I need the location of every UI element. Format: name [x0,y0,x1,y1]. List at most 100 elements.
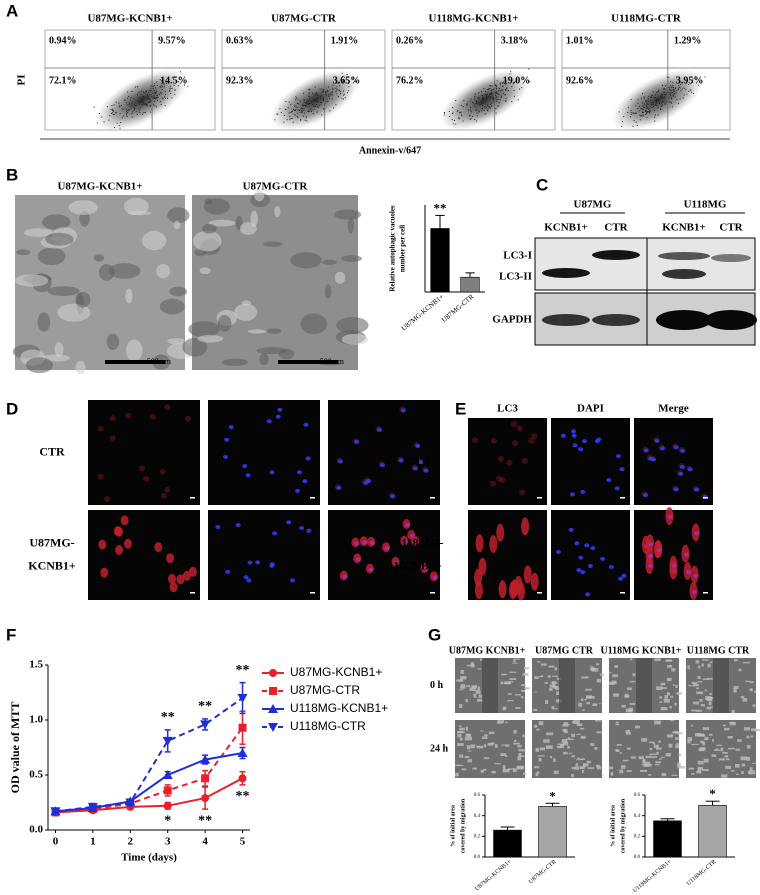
cell-texture [731,722,735,724]
cell-dot [142,101,144,103]
cell-dot [642,93,644,95]
panel-letter: G [428,625,441,644]
cell-dot [487,105,489,107]
cell-dot [322,99,324,101]
band-label: GAPDH [492,314,532,326]
cell-dot [326,90,328,92]
cell-texture [749,681,754,684]
cell-dot [108,119,110,121]
cell-dot [323,99,325,101]
cell-dot [295,109,297,111]
cell-dot [348,86,350,88]
cell-texture [697,692,703,694]
cell-texture [547,675,551,678]
lc3-signal [496,523,505,542]
cell-texture [612,674,619,678]
cell-dot [324,91,326,93]
lc3-signal [123,538,132,549]
cell-dot [480,102,482,104]
cell-texture [476,698,484,702]
cell-texture [733,688,737,693]
cell-texture [551,706,555,710]
cell-dot [670,89,672,91]
lc3-signal [98,539,107,550]
cell-dot [674,88,676,90]
cell-dot [343,93,345,95]
cell-dot [162,82,164,84]
cell-dot [161,87,163,89]
cell-dot [302,115,304,117]
cell-dot [120,122,122,124]
cell-texture [520,696,524,699]
cell-dot [303,104,305,106]
x-tick-label: 2 [128,836,134,848]
significance: ** [236,789,250,804]
panel-letter: E [455,399,466,418]
cell-texture [670,695,674,698]
cell-dot [308,92,310,94]
lc3-signal [97,473,104,480]
cell-dot [169,88,171,90]
cell-dot [157,97,159,99]
cell-dot [146,94,148,96]
cell-dot [643,112,645,114]
em-texture [75,291,91,308]
cell-dot [150,87,152,89]
y-axis-label: covered by migration [620,798,626,853]
em-texture [290,252,322,269]
cell-dot [308,95,310,97]
cell-dot [121,108,123,110]
cell-dot [344,97,346,99]
cell-dot [109,115,111,117]
em-texture [16,249,31,256]
cell-dot [317,94,319,96]
cell-texture [538,721,544,726]
cell-dot [125,102,127,104]
nucleus [673,487,679,492]
em-texture [123,197,149,216]
blot-band [662,269,706,279]
y-axis-label: PI [16,75,28,86]
cell-dot [274,119,276,121]
point [237,694,248,703]
cell-dot [119,113,121,115]
em-texture [247,329,267,334]
cell-dot [504,81,506,83]
cell-dot [690,89,692,91]
em-texture [42,214,71,230]
cell-dot [632,113,634,115]
x-tick-label: U87MG-KCNB1+ [400,293,445,333]
cell-dot [668,88,670,90]
cell-dot [326,101,328,103]
cell-texture [562,741,569,746]
cell-dot [472,102,474,104]
cell-dot [487,108,489,110]
cell-dot [683,94,685,96]
cell-texture [576,759,583,761]
cell-dot [672,82,674,84]
cell-dot [699,81,701,83]
cell-dot [165,98,167,100]
cell-dot [154,98,156,100]
cell-texture [518,749,526,752]
cell-dot [128,102,130,104]
cell-texture [572,720,575,724]
cell-dot [640,97,642,99]
em-texture [108,263,141,279]
cell-dot [148,97,150,99]
cell-texture [514,694,521,696]
cell-texture [688,685,694,687]
lc3-signal [185,415,192,422]
y-tick-label: 0.4 [634,814,641,819]
nucleus [235,523,241,528]
cell-texture [626,770,632,773]
cell-dot [148,94,150,96]
nucleus [576,568,582,573]
cell-dot [655,102,657,104]
cell-dot [135,104,137,106]
cell-texture [611,680,617,684]
cell-dot [503,81,505,83]
cell-dot [650,96,652,98]
cell-texture [675,744,680,749]
cell-dot [140,93,142,95]
